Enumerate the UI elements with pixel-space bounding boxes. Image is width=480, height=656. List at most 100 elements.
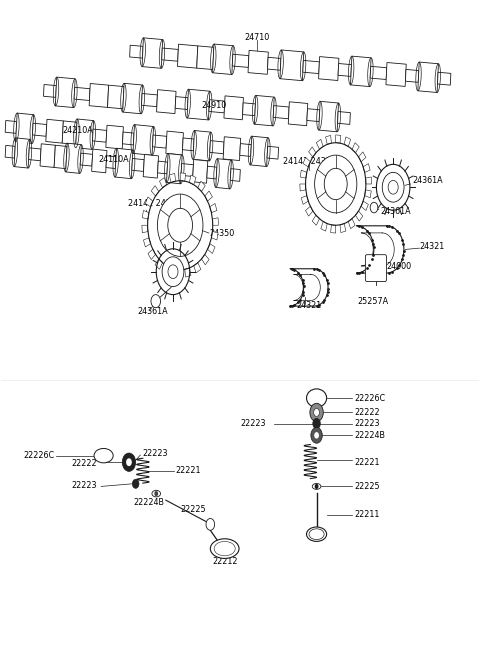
Polygon shape xyxy=(242,103,255,115)
Polygon shape xyxy=(106,125,123,149)
Polygon shape xyxy=(16,113,34,144)
Ellipse shape xyxy=(312,483,321,489)
Text: 24361A: 24361A xyxy=(380,207,411,216)
Polygon shape xyxy=(363,163,370,173)
Polygon shape xyxy=(319,101,338,132)
Polygon shape xyxy=(167,154,182,184)
Polygon shape xyxy=(336,135,341,143)
Polygon shape xyxy=(169,173,176,182)
Polygon shape xyxy=(143,154,158,178)
Circle shape xyxy=(168,265,178,279)
Text: 22211: 22211 xyxy=(354,510,379,519)
Circle shape xyxy=(370,202,378,213)
Polygon shape xyxy=(340,224,346,233)
Polygon shape xyxy=(359,152,366,161)
Polygon shape xyxy=(142,211,149,219)
Polygon shape xyxy=(338,64,351,76)
Polygon shape xyxy=(348,218,355,229)
Polygon shape xyxy=(288,102,308,126)
Polygon shape xyxy=(130,45,143,58)
Polygon shape xyxy=(250,136,268,167)
Circle shape xyxy=(157,194,203,256)
Polygon shape xyxy=(40,144,55,167)
Polygon shape xyxy=(89,83,108,108)
Polygon shape xyxy=(175,96,188,110)
Polygon shape xyxy=(273,106,289,119)
Text: 25257A: 25257A xyxy=(358,297,389,306)
Polygon shape xyxy=(267,57,281,70)
Text: 22223: 22223 xyxy=(354,419,379,428)
Polygon shape xyxy=(178,44,198,68)
Polygon shape xyxy=(157,161,168,174)
Polygon shape xyxy=(197,46,214,70)
Polygon shape xyxy=(33,123,47,136)
Polygon shape xyxy=(386,62,406,87)
Polygon shape xyxy=(108,85,124,109)
Circle shape xyxy=(311,428,323,443)
Polygon shape xyxy=(223,136,240,161)
Polygon shape xyxy=(182,138,194,151)
Polygon shape xyxy=(316,139,323,150)
Text: 24141 24322: 24141 24322 xyxy=(283,157,336,165)
Polygon shape xyxy=(194,262,201,273)
Polygon shape xyxy=(202,255,209,265)
Polygon shape xyxy=(230,169,240,181)
Polygon shape xyxy=(142,94,157,107)
Polygon shape xyxy=(122,132,134,145)
Text: 22221: 22221 xyxy=(175,466,201,475)
Text: 22225: 22225 xyxy=(354,482,380,491)
Text: 22222: 22222 xyxy=(354,408,380,417)
Polygon shape xyxy=(213,44,233,75)
Polygon shape xyxy=(406,70,419,82)
Polygon shape xyxy=(365,190,371,198)
Polygon shape xyxy=(54,145,67,169)
Polygon shape xyxy=(115,148,133,178)
Polygon shape xyxy=(14,138,30,168)
Text: 22225: 22225 xyxy=(180,506,206,514)
Polygon shape xyxy=(211,232,218,240)
Polygon shape xyxy=(156,90,176,113)
Polygon shape xyxy=(325,135,331,144)
Polygon shape xyxy=(254,95,274,126)
Polygon shape xyxy=(212,218,218,225)
Text: 24000: 24000 xyxy=(386,262,411,271)
Polygon shape xyxy=(352,143,359,153)
Polygon shape xyxy=(207,244,215,253)
Polygon shape xyxy=(55,77,75,108)
Polygon shape xyxy=(92,149,107,173)
Polygon shape xyxy=(46,119,63,143)
Polygon shape xyxy=(123,83,143,113)
Polygon shape xyxy=(366,177,372,184)
Polygon shape xyxy=(303,60,319,73)
Polygon shape xyxy=(187,89,210,120)
Ellipse shape xyxy=(214,541,235,556)
Polygon shape xyxy=(162,48,178,61)
Polygon shape xyxy=(248,51,268,74)
Polygon shape xyxy=(5,146,15,158)
Polygon shape xyxy=(5,121,17,133)
Text: 24210A: 24210A xyxy=(62,126,93,134)
Polygon shape xyxy=(159,178,167,188)
Circle shape xyxy=(382,173,404,202)
Polygon shape xyxy=(210,140,224,154)
Polygon shape xyxy=(437,72,451,85)
Circle shape xyxy=(122,453,136,472)
Polygon shape xyxy=(209,100,225,113)
Polygon shape xyxy=(337,112,350,125)
Circle shape xyxy=(155,491,158,496)
Circle shape xyxy=(314,155,357,213)
Polygon shape xyxy=(312,215,319,225)
Polygon shape xyxy=(132,159,144,171)
Polygon shape xyxy=(142,225,148,233)
Polygon shape xyxy=(44,85,56,97)
Polygon shape xyxy=(164,266,171,276)
Polygon shape xyxy=(76,119,94,150)
Polygon shape xyxy=(307,109,320,121)
Circle shape xyxy=(162,256,184,287)
Polygon shape xyxy=(153,135,167,148)
Polygon shape xyxy=(216,159,231,189)
FancyBboxPatch shape xyxy=(365,255,386,281)
Polygon shape xyxy=(356,211,363,221)
Polygon shape xyxy=(175,269,180,277)
Text: 22226C: 22226C xyxy=(23,451,54,460)
